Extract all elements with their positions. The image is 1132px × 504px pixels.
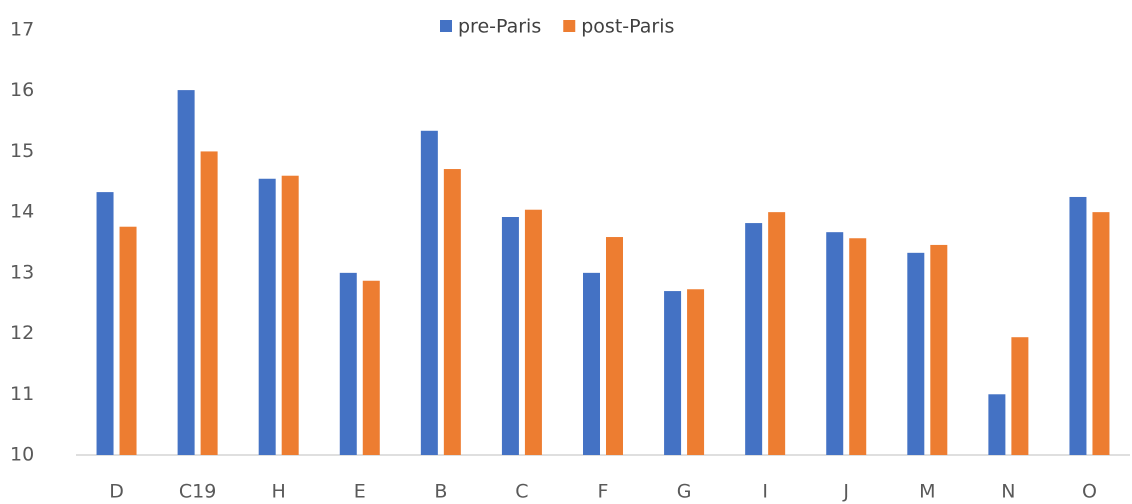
x-tick-label: G [677, 481, 692, 503]
y-tick-label: 15 [10, 140, 34, 162]
bar [988, 394, 1006, 455]
x-tick-label: H [272, 481, 286, 503]
bar [1069, 196, 1087, 455]
bar [119, 226, 137, 455]
bar [606, 237, 623, 455]
bar [200, 151, 218, 455]
bar [258, 178, 276, 455]
bar [1092, 212, 1110, 455]
bar [583, 272, 600, 455]
bar [420, 130, 438, 456]
x-tick-label: F [598, 481, 609, 503]
legend-label: pre-Paris [458, 16, 541, 38]
y-tick-label: 11 [10, 383, 34, 405]
bar [96, 192, 114, 455]
bar [501, 217, 519, 455]
y-tick-label: 13 [10, 261, 34, 283]
x-tick-label: B [434, 481, 447, 503]
bar [281, 175, 299, 455]
bar [443, 169, 461, 456]
x-tick-label: J [842, 481, 849, 503]
bar [339, 272, 357, 455]
x-tick-label: D [109, 481, 124, 503]
x-tick-label: M [919, 481, 935, 503]
bar [930, 244, 948, 455]
legend-label: post-Paris [581, 16, 674, 38]
bar [524, 209, 542, 455]
x-tick-label: I [762, 481, 768, 503]
bar [1011, 337, 1029, 455]
y-tick-label: 14 [10, 201, 34, 223]
legend-swatch [563, 20, 576, 32]
x-tick-label: C19 [179, 481, 216, 503]
bar [687, 289, 705, 455]
bar [826, 232, 844, 455]
y-tick-label: 17 [10, 19, 34, 41]
y-tick-label: 16 [10, 79, 34, 101]
bar [177, 90, 195, 455]
bar [664, 291, 682, 455]
bar [768, 212, 786, 455]
y-tick-label: 10 [10, 444, 34, 466]
bar [907, 252, 925, 455]
bar [362, 280, 380, 455]
y-tick-label: 12 [10, 322, 34, 344]
x-tick-label: E [354, 481, 366, 503]
x-tick-label: N [1001, 481, 1015, 503]
x-tick-label: O [1082, 481, 1097, 503]
legend-swatch [440, 20, 452, 32]
bar [745, 223, 763, 455]
bar [849, 238, 867, 455]
x-tick-label: C [515, 481, 528, 503]
